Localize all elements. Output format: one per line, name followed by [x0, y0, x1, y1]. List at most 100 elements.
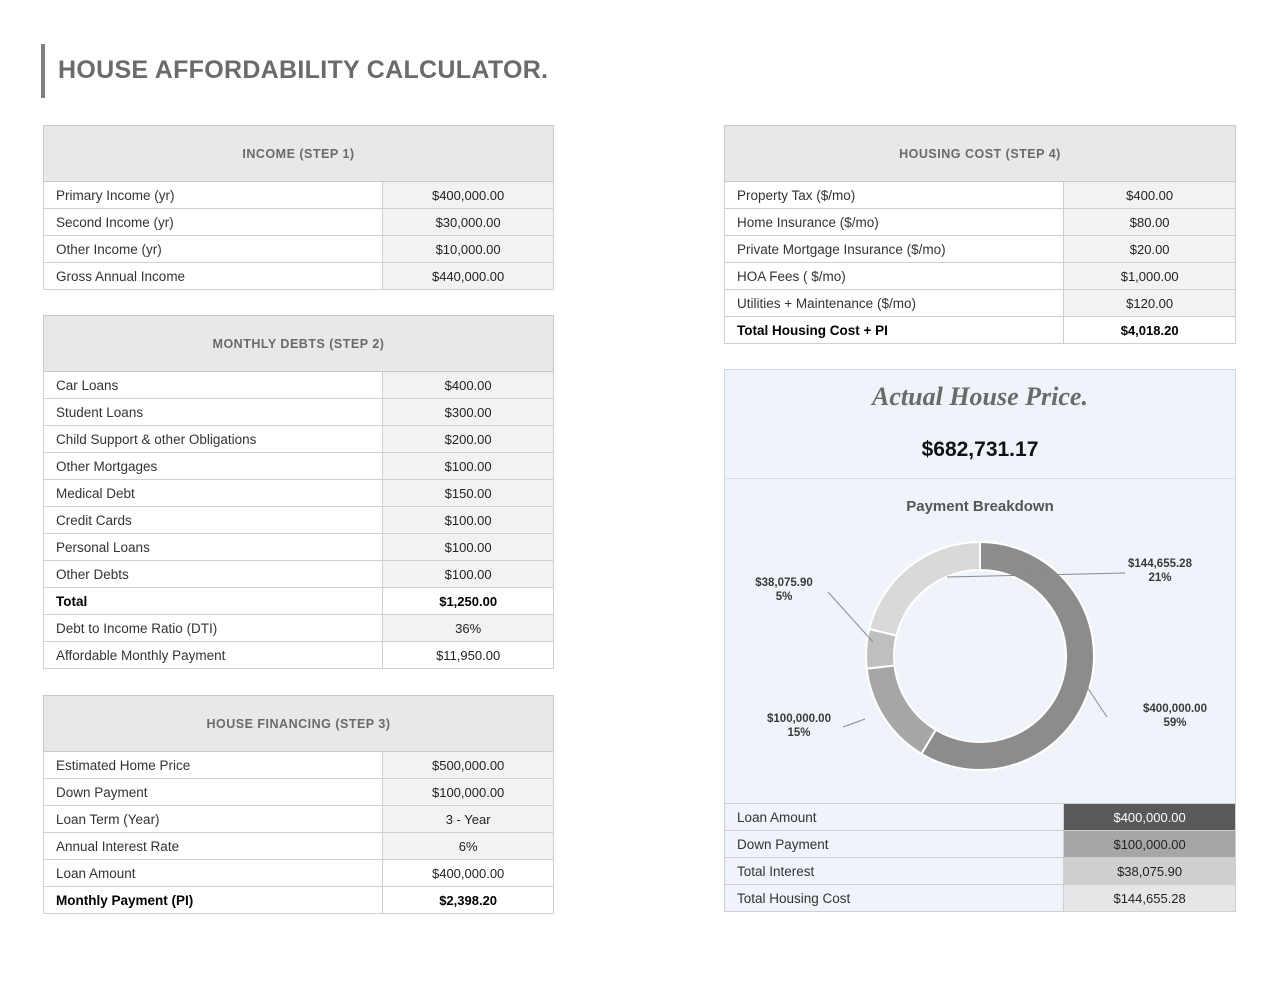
row-label: Total Housing Cost: [723, 884, 1065, 912]
row-value-input[interactable]: $100.00: [382, 452, 554, 480]
row-label: Affordable Monthly Payment: [42, 641, 384, 669]
data-label-value: $144,655.28: [1128, 558, 1193, 570]
row-value: $144,655.28: [1063, 884, 1236, 912]
row-value-input[interactable]: $1,000.00: [1063, 262, 1236, 290]
row-label: Utilities + Maintenance ($/mo): [723, 289, 1065, 317]
row-value-input[interactable]: $150.00: [382, 479, 554, 507]
row-value-input[interactable]: $500,000.00: [382, 751, 554, 779]
row-value-input[interactable]: $400,000.00: [382, 181, 554, 209]
row-label: Down Payment: [723, 830, 1065, 858]
table-row: Car Loans $400.00: [42, 371, 554, 399]
row-value-input[interactable]: $80.00: [1063, 208, 1236, 236]
actual-price-title: Actual House Price.: [872, 382, 1088, 411]
table-row: Loan Amount $400,000.00: [723, 803, 1236, 831]
housing-cost-table: HOUSING COST (STEP 4) Property Tax ($/mo…: [723, 125, 1236, 344]
leader-line: [946, 572, 1126, 578]
housing-heading: HOUSING COST (STEP 4): [724, 125, 1236, 182]
row-value-input[interactable]: $100.00: [382, 560, 554, 588]
leader-line: [1086, 686, 1108, 718]
row-value-input[interactable]: $120.00: [1063, 289, 1236, 317]
data-label-percent: 21%: [1148, 572, 1171, 584]
leader-line: [827, 591, 874, 643]
donut-slice: [920, 540, 1095, 771]
table-row: Debt to Income Ratio (DTI) 36%: [42, 614, 554, 642]
row-label: Estimated Home Price: [42, 751, 384, 779]
page-title: HOUSE AFFORDABILITY CALCULATOR.: [58, 56, 549, 84]
row-value: $11,950.00: [382, 641, 554, 669]
row-label: Down Payment: [42, 778, 384, 806]
chart-title: Payment Breakdown: [906, 498, 1054, 515]
house-financing-table: HOUSE FINANCING (STEP 3) Estimated Home …: [42, 695, 554, 914]
row-label: Second Income (yr): [42, 208, 384, 236]
data-label-value: $38,075.90: [755, 577, 813, 589]
table-row: Other Mortgages $100.00: [42, 452, 554, 480]
row-value-input[interactable]: 36%: [382, 614, 554, 642]
row-label: Monthly Payment (PI): [42, 886, 384, 914]
table-row: Down Payment $100,000.00: [42, 778, 554, 806]
table-row: HOA Fees ( $/mo) $1,000.00: [723, 262, 1236, 290]
row-label: Annual Interest Rate: [42, 832, 384, 860]
table-row: Home Insurance ($/mo) $80.00: [723, 208, 1236, 236]
summary-table: Loan Amount $400,000.00 Down Payment $100,…: [723, 803, 1236, 912]
row-label: Home Insurance ($/mo): [723, 208, 1065, 236]
table-row: Monthly Payment (PI) $2,398.20: [42, 886, 554, 914]
income-heading: INCOME (STEP 1): [43, 125, 554, 182]
panel-divider: [725, 478, 1235, 479]
table-row: Total Housing Cost $144,655.28: [723, 884, 1236, 912]
table-row: Loan Term (Year) 3 - Year: [42, 805, 554, 833]
row-label: Personal Loans: [42, 533, 384, 561]
row-label: HOA Fees ( $/mo): [723, 262, 1065, 290]
row-label: Debt to Income Ratio (DTI): [42, 614, 384, 642]
row-value-input[interactable]: $10,000.00: [382, 235, 554, 263]
actual-price-value: $682,731.17: [921, 438, 1039, 461]
data-label-percent: 59%: [1163, 717, 1186, 729]
table-row: Personal Loans $100.00: [42, 533, 554, 561]
income-table: INCOME (STEP 1) Primary Income (yr) $400,…: [42, 125, 554, 290]
title-accent-bar: [41, 44, 45, 98]
table-row: Total Housing Cost + PI $4,018.20: [723, 316, 1236, 344]
row-value: $400,000.00: [1063, 803, 1236, 831]
row-value-input[interactable]: $200.00: [382, 425, 554, 453]
row-value: $4,018.20: [1063, 316, 1236, 344]
monthly-debts-table: MONTHLY DEBTS (STEP 2) Car Loans $400.00 …: [42, 315, 554, 669]
table-row: Child Support & other Obligations $200.00: [42, 425, 554, 453]
row-value-input[interactable]: $300.00: [382, 398, 554, 426]
table-row: Medical Debt $150.00: [42, 479, 554, 507]
row-label: Credit Cards: [42, 506, 384, 534]
row-value-input[interactable]: 3 - Year: [382, 805, 554, 833]
data-label-percent: 5%: [776, 591, 793, 603]
table-row: Loan Amount $400,000.00: [42, 859, 554, 887]
row-value: $440,000.00: [382, 262, 554, 290]
row-value-input[interactable]: 6%: [382, 832, 554, 860]
row-value: $100,000.00: [1063, 830, 1236, 858]
row-label: Car Loans: [42, 371, 384, 399]
row-label: Child Support & other Obligations: [42, 425, 384, 453]
row-value-input[interactable]: $100.00: [382, 533, 554, 561]
table-row: Property Tax ($/mo) $400.00: [723, 181, 1236, 209]
row-label: Total Interest: [723, 857, 1065, 885]
actual-price-panel: Actual House Price. $682,731.17 Payment …: [724, 369, 1236, 805]
row-value-input[interactable]: $100,000.00: [382, 778, 554, 806]
table-row: Private Mortgage Insurance ($/mo) $20.00: [723, 235, 1236, 263]
row-label: Student Loans: [42, 398, 384, 426]
row-value: $38,075.90: [1063, 857, 1236, 885]
table-row: Primary Income (yr) $400,000.00: [42, 181, 554, 209]
table-row: Student Loans $300.00: [42, 398, 554, 426]
financing-heading: HOUSE FINANCING (STEP 3): [43, 695, 554, 752]
row-value-input[interactable]: $30,000.00: [382, 208, 554, 236]
row-value-input[interactable]: $400.00: [382, 371, 554, 399]
row-label: Medical Debt: [42, 479, 384, 507]
row-value-input[interactable]: $400.00: [1063, 181, 1236, 209]
data-label-value: $400,000.00: [1143, 703, 1207, 715]
row-label: Loan Amount: [42, 859, 384, 887]
table-row: Second Income (yr) $30,000.00: [42, 208, 554, 236]
row-value-input[interactable]: $20.00: [1063, 235, 1236, 263]
table-row: Down Payment $100,000.00: [723, 830, 1236, 858]
table-row: Other Debts $100.00: [42, 560, 554, 588]
data-label-value: $100,000.00: [767, 713, 831, 725]
row-value-input[interactable]: $100.00: [382, 506, 554, 534]
row-value: $400,000.00: [382, 859, 554, 887]
table-row: Total $1,250.00: [42, 587, 554, 615]
row-label: Loan Amount: [723, 803, 1065, 831]
row-label: Other Debts: [42, 560, 384, 588]
